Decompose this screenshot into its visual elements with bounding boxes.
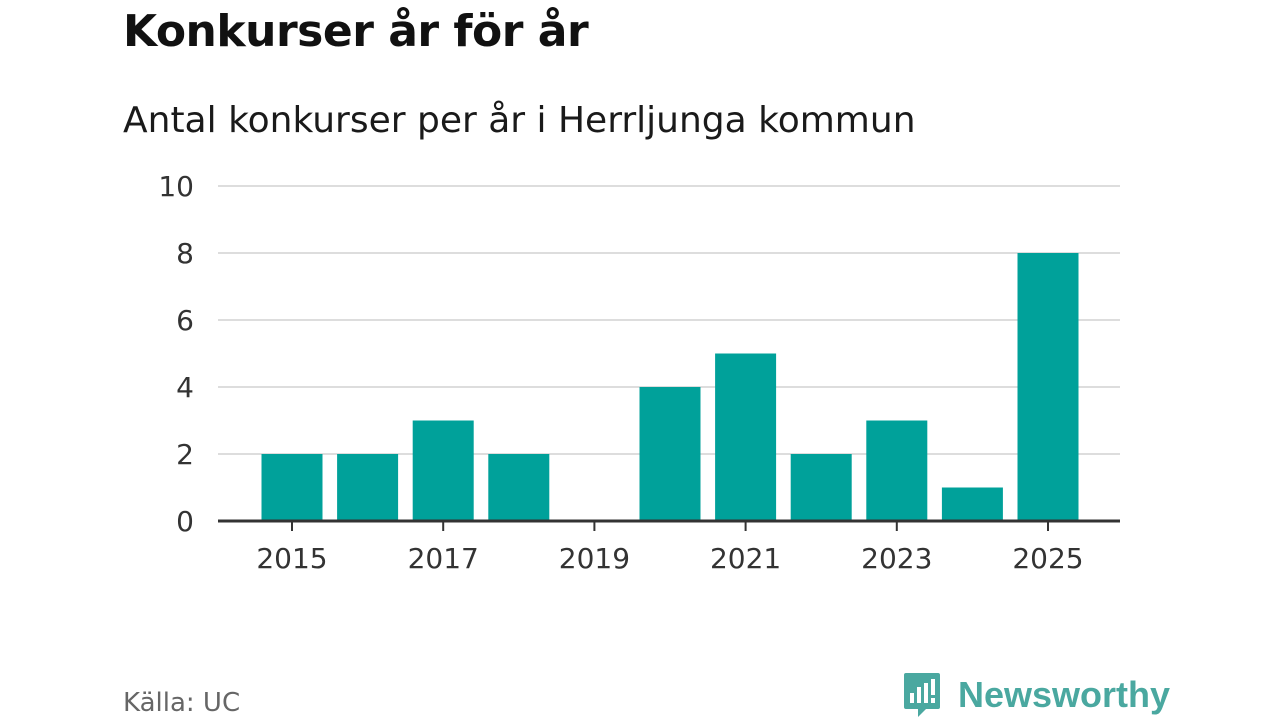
- x-tick-label: 2023: [861, 542, 932, 575]
- y-tick-label: 2: [176, 438, 194, 471]
- newsworthy-logo-icon: [904, 673, 940, 717]
- x-tick-label: 2025: [1012, 542, 1083, 575]
- chart-title: Konkurser år för år: [123, 6, 589, 57]
- x-tick-label: 2021: [710, 542, 781, 575]
- bar: [941, 487, 1003, 521]
- bar: [1017, 253, 1079, 521]
- bar-chart: 0 2 4 6 8 10 2015 2017 2019 2021 2023 2025: [158, 170, 1120, 575]
- bar: [715, 353, 777, 521]
- x-tick-label: 2017: [408, 542, 479, 575]
- brand-logo: Newsworthy: [902, 670, 1170, 720]
- x-tick-label: 2015: [256, 542, 327, 575]
- y-tick-label: 8: [176, 237, 194, 270]
- source-note: Källa: UC: [123, 688, 241, 718]
- x-tick-label: 2019: [559, 542, 630, 575]
- bar: [866, 420, 928, 521]
- chart-subtitle: Antal konkurser per år i Herrljunga komm…: [123, 100, 916, 141]
- bar: [337, 454, 399, 521]
- bar: [412, 420, 474, 521]
- y-tick-label: 6: [176, 304, 194, 337]
- bar: [261, 454, 323, 521]
- y-tick-label: 0: [176, 505, 194, 538]
- y-tick-label: 4: [176, 371, 194, 404]
- bar: [790, 454, 852, 521]
- brand-name: Newsworthy: [958, 674, 1171, 715]
- bar: [639, 387, 701, 521]
- bar: [488, 454, 550, 521]
- y-tick-label: 10: [158, 170, 194, 203]
